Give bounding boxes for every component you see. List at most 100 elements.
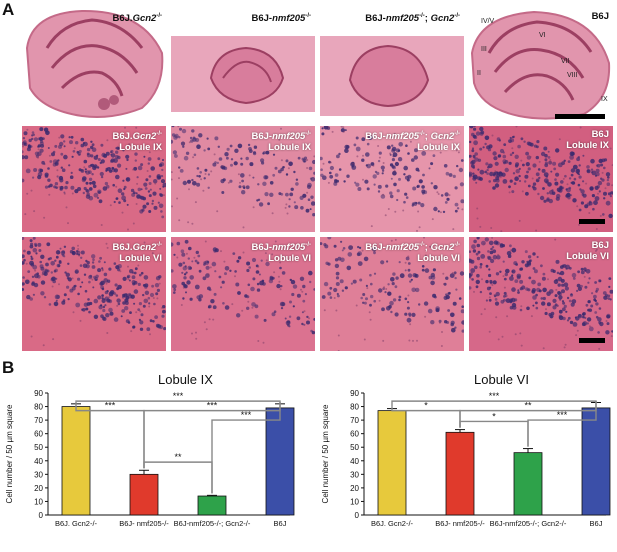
significance-label: * xyxy=(424,401,428,411)
significance-bracket xyxy=(211,401,281,494)
y-tick-label: 70 xyxy=(34,416,43,425)
cerebellum-overview-illustration xyxy=(25,9,164,118)
histology-ix-wt: B6J Lobule IX xyxy=(469,126,613,232)
chart-title-ix: Lobule IX xyxy=(158,372,213,387)
tile-label-gcn2: B6J.Gcn2-/- Lobule IX xyxy=(112,131,162,154)
lobule-tag-iv-v: IV/V xyxy=(481,18,495,25)
y-tick-label: 90 xyxy=(34,389,43,398)
bar xyxy=(377,410,407,516)
histology-texture xyxy=(171,126,315,229)
bar xyxy=(265,407,295,516)
bar xyxy=(513,452,543,516)
significance-bracket xyxy=(143,461,213,494)
cerebellum-overview-illustration xyxy=(171,36,315,112)
tile-label-wt: B6J xyxy=(591,11,609,22)
significance-label: *** xyxy=(207,401,218,411)
bar xyxy=(197,495,227,516)
y-axis-label: Cell number / 50 µm square xyxy=(321,404,330,503)
histology-vi-double: B6J-nmf205-/-; Gcn2-/- Lobule VI xyxy=(320,237,464,351)
histology-texture xyxy=(469,126,613,232)
lobule-tag-ix: IX xyxy=(601,96,608,103)
significance-label: *** xyxy=(105,401,116,411)
panel-a-label: A xyxy=(2,0,15,19)
histology-vi-nmf205: B6J-nmf205-/- Lobule VI xyxy=(171,237,315,351)
tile-label-wt: B6J Lobule VI xyxy=(566,240,609,262)
overview-wt-image: B6J IV/V VI III VII II VIII IX xyxy=(469,8,613,122)
lobule-tag-viii: VIII xyxy=(567,72,578,79)
y-tick-label: 80 xyxy=(350,403,359,412)
y-tick-label: 10 xyxy=(350,497,359,506)
histology-texture xyxy=(469,237,613,350)
tile-label-wt: B6J Lobule IX xyxy=(566,129,609,151)
significance-label: *** xyxy=(241,410,252,420)
cerebellum-overview-illustration xyxy=(470,10,611,120)
significance-label: *** xyxy=(173,391,184,401)
histology-texture xyxy=(320,126,464,232)
lobule-tag-vi: VI xyxy=(539,32,546,39)
x-tick-label: B6J xyxy=(274,519,287,528)
bar xyxy=(445,431,475,516)
y-tick-label: 30 xyxy=(34,470,43,479)
y-tick-label: 40 xyxy=(34,457,43,466)
significance-bracket xyxy=(391,400,597,407)
tile-label-nmf205: B6J-nmf205-/- Lobule IX xyxy=(251,131,311,154)
histology-ix-gcn2: B6J.Gcn2-/- Lobule IX xyxy=(22,126,166,232)
histology-texture xyxy=(171,239,315,344)
lobule-tag-iii: III xyxy=(481,46,487,53)
lobule-tag-ii: II xyxy=(477,70,481,77)
panel-b-label: B xyxy=(2,358,15,377)
tile-label-double: B6J-nmf205-/-; Gcn2-/- Lobule IX xyxy=(365,131,460,154)
tile-label-double: B6J-nmf205-/-; Gcn2-/- Lobule VI xyxy=(365,242,460,265)
y-axis-label: Cell number / 50 µm square xyxy=(5,404,14,503)
tile-label-gcn2: B6J.Gcn2-/- xyxy=(112,13,162,25)
y-tick-label: 20 xyxy=(34,484,43,493)
scale-bar xyxy=(579,219,605,224)
cerebellum-overview-illustration xyxy=(320,36,464,116)
significance-label: ** xyxy=(524,401,532,411)
histology-texture xyxy=(22,126,166,231)
bar xyxy=(581,407,611,516)
y-tick-label: 0 xyxy=(39,511,44,520)
x-tick-label: B6J-nmf205-/-; Gcn2-/- xyxy=(174,519,251,528)
x-tick-label: B6J. Gcn2-/- xyxy=(371,519,414,528)
histology-ix-double: B6J-nmf205-/-; Gcn2-/- Lobule IX xyxy=(320,126,464,232)
chart-title-vi: Lobule VI xyxy=(474,372,529,387)
y-tick-label: 50 xyxy=(34,443,43,452)
significance-bracket xyxy=(75,400,281,402)
tile-label-nmf205: B6J-nmf205-/- Lobule VI xyxy=(251,242,311,265)
chart-lobule-ix: Cell number / 50 µm square 0 10 20 30 40 50 60 7… xyxy=(5,389,295,528)
y-tick-label: 0 xyxy=(355,511,360,520)
y-tick-label: 20 xyxy=(350,484,359,493)
overview-gcn2-image: B6J.Gcn2-/- xyxy=(22,8,166,122)
histology-ix-nmf205: B6J-nmf205-/- Lobule IX xyxy=(171,126,315,232)
y-tick-label: 50 xyxy=(350,443,359,452)
x-tick-label: B6J xyxy=(590,519,603,528)
tile-label-nmf205: B6J-nmf205-/- xyxy=(251,13,311,25)
x-tick-label: B6J- nmf205-/- xyxy=(119,519,169,528)
y-tick-label: 70 xyxy=(350,416,359,425)
significance-label: *** xyxy=(557,410,568,420)
significance-label: * xyxy=(492,411,496,421)
histology-texture xyxy=(320,237,464,351)
y-tick-label: 40 xyxy=(350,457,359,466)
y-tick-label: 80 xyxy=(34,403,43,412)
histology-vi-gcn2: B6J.Gcn2-/- Lobule VI xyxy=(22,237,166,351)
y-tick-label: 90 xyxy=(350,389,359,398)
tile-label-gcn2: B6J.Gcn2-/- Lobule VI xyxy=(112,242,162,265)
histology-vi-wt: B6J Lobule VI xyxy=(469,237,613,351)
tile-label-double: B6J-nmf205-/-; Gcn2-/- xyxy=(365,13,460,25)
y-tick-label: 60 xyxy=(34,430,43,439)
significance-label: *** xyxy=(489,391,500,401)
overview-double-image: B6J-nmf205-/-; Gcn2-/- xyxy=(320,8,464,122)
bar xyxy=(129,473,159,516)
chart-lobule-vi: Cell number / 50 µm square 0 10 20 30 40 50 60 7… xyxy=(321,389,611,528)
lobule-tag-vii: VII xyxy=(561,58,570,65)
significance-bracket xyxy=(459,420,529,447)
histology-texture xyxy=(22,237,166,347)
scale-bar xyxy=(579,338,605,343)
y-tick-label: 30 xyxy=(350,470,359,479)
y-tick-label: 60 xyxy=(350,430,359,439)
y-tick-label: 10 xyxy=(34,497,43,506)
overview-nmf205-image: B6J-nmf205-/- xyxy=(171,8,315,122)
bar xyxy=(61,406,91,516)
